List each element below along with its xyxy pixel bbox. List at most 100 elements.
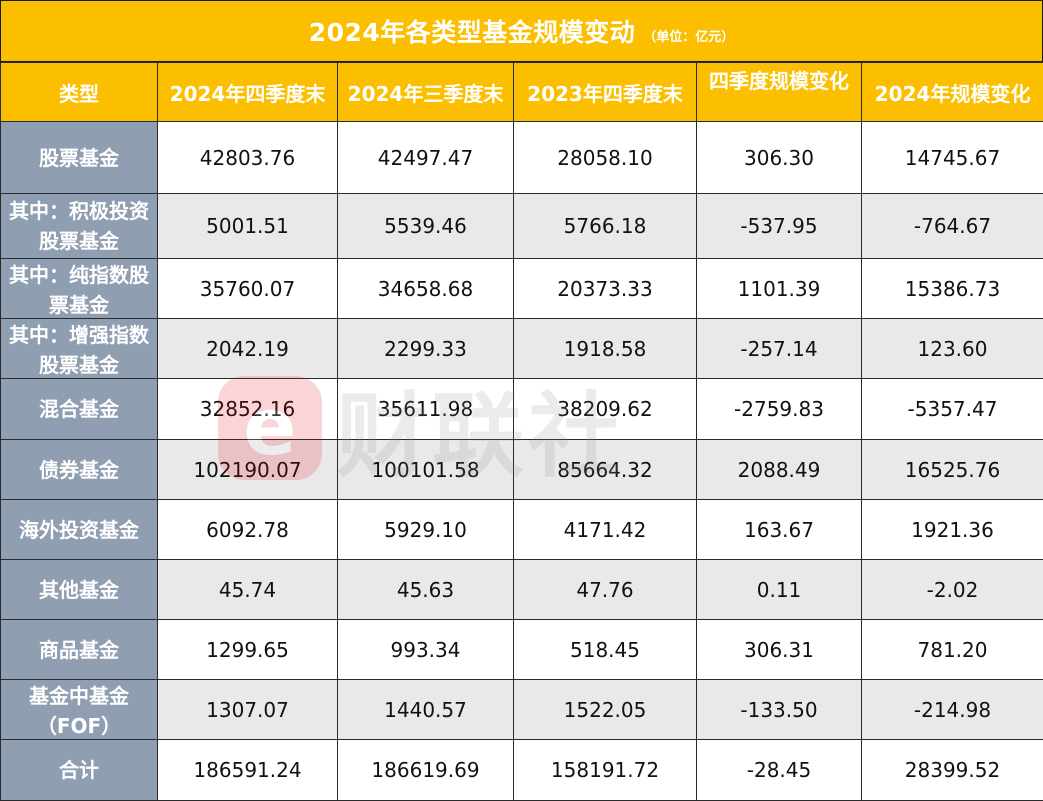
- cell-2024-change: -764.67: [862, 194, 1043, 259]
- table-title: 2024年各类型基金规模变动: [309, 13, 636, 49]
- header-type: 类型: [1, 63, 158, 122]
- cell-2023q4: 4171.42: [514, 500, 697, 560]
- cell-2024q4: 1299.65: [158, 620, 338, 680]
- cell-2024q4: 45.74: [158, 560, 338, 620]
- row-type-cell: 其中：积极投资股票基金: [1, 194, 158, 259]
- cell-q4-change: -2759.83: [697, 379, 862, 440]
- unit-label: （单位：亿元）: [643, 26, 734, 45]
- row-type-label: 混合基金: [1, 394, 157, 424]
- row-type-label: 债券基金: [1, 455, 157, 485]
- cell-2024q3: 2299.33: [338, 319, 514, 379]
- cell-2024q3: 35611.98: [338, 379, 514, 440]
- cell-q4-change: -133.50: [697, 680, 862, 740]
- cell-2024-change: 15386.73: [862, 259, 1043, 319]
- row-type-cell: 商品基金: [1, 620, 158, 680]
- cell-2024q4: 6092.78: [158, 500, 338, 560]
- cell-2024-change: 1921.36: [862, 500, 1043, 560]
- row-type-cell: 股票基金: [1, 122, 158, 194]
- cell-2024q4: 35760.07: [158, 259, 338, 319]
- cell-2024-change: 28399.52: [862, 740, 1043, 801]
- fund-size-table: 类型 2024年四季度末 2024年三季度末 2023年四季度末 四季度规模变化…: [0, 62, 1043, 801]
- cell-2024q4: 42803.76: [158, 122, 338, 194]
- cell-2023q4: 28058.10: [514, 122, 697, 194]
- cell-2024q4: 5001.51: [158, 194, 338, 259]
- cell-2024q3: 5929.10: [338, 500, 514, 560]
- row-type-label: 其中：纯指数股票基金: [1, 260, 157, 318]
- cell-2023q4: 38209.62: [514, 379, 697, 440]
- row-type-label: 其中：积极投资股票基金: [1, 196, 157, 256]
- cell-2024q3: 100101.58: [338, 440, 514, 500]
- cell-2024-change: -214.98: [862, 680, 1043, 740]
- row-type-label: 股票基金: [1, 143, 157, 173]
- cell-2024-change: 781.20: [862, 620, 1043, 680]
- cell-2024-change: 123.60: [862, 319, 1043, 379]
- cell-2024q3: 1440.57: [338, 680, 514, 740]
- header-2024-change: 2024年规模变化: [862, 63, 1043, 122]
- cell-2024q3: 186619.69: [338, 740, 514, 801]
- cell-2023q4: 1918.58: [514, 319, 697, 379]
- cell-2024q4: 102190.07: [158, 440, 338, 500]
- cell-2024q3: 993.34: [338, 620, 514, 680]
- table-title-bar: 2024年各类型基金规模变动 （单位：亿元）: [0, 0, 1043, 62]
- row-type-cell: 合计: [1, 740, 158, 801]
- cell-q4-change: 1101.39: [697, 259, 862, 319]
- cell-2023q4: 20373.33: [514, 259, 697, 319]
- cell-q4-change: 0.11: [697, 560, 862, 620]
- cell-2023q4: 85664.32: [514, 440, 697, 500]
- row-type-cell: 混合基金: [1, 379, 158, 440]
- cell-2024q4: 1307.07: [158, 680, 338, 740]
- row-type-label: 基金中基金（FOF）: [1, 681, 157, 739]
- cell-q4-change: -28.45: [697, 740, 862, 801]
- cell-2024-change: 14745.67: [862, 122, 1043, 194]
- cell-2024-change: -2.02: [862, 560, 1043, 620]
- cell-2024q4: 32852.16: [158, 379, 338, 440]
- row-type-label: 其中：增强指数股票基金: [1, 320, 157, 378]
- cell-q4-change: 163.67: [697, 500, 862, 560]
- row-type-cell: 债券基金: [1, 440, 158, 500]
- header-q4-change-label: 四季度规模变化: [697, 64, 861, 120]
- row-type-cell: 海外投资基金: [1, 500, 158, 560]
- row-type-cell: 其他基金: [1, 560, 158, 620]
- row-type-label: 合计: [1, 755, 157, 785]
- cell-2024-change: -5357.47: [862, 379, 1043, 440]
- row-type-cell: 其中：纯指数股票基金: [1, 259, 158, 319]
- cell-2023q4: 158191.72: [514, 740, 697, 801]
- cell-2023q4: 47.76: [514, 560, 697, 620]
- row-type-label: 海外投资基金: [1, 515, 157, 545]
- cell-2024q4: 186591.24: [158, 740, 338, 801]
- cell-2024q3: 5539.46: [338, 194, 514, 259]
- cell-q4-change: 306.30: [697, 122, 862, 194]
- cell-2024q3: 42497.47: [338, 122, 514, 194]
- header-2023q4: 2023年四季度末: [514, 63, 697, 122]
- cell-2023q4: 518.45: [514, 620, 697, 680]
- cell-2023q4: 1522.05: [514, 680, 697, 740]
- header-q4-change: 四季度规模变化: [697, 63, 862, 122]
- cell-q4-change: -537.95: [697, 194, 862, 259]
- cell-q4-change: 2088.49: [697, 440, 862, 500]
- row-type-cell: 其中：增强指数股票基金: [1, 319, 158, 379]
- header-2024q3: 2024年三季度末: [338, 63, 514, 122]
- row-type-label: 商品基金: [1, 635, 157, 665]
- cell-2023q4: 5766.18: [514, 194, 697, 259]
- cell-2024q3: 45.63: [338, 560, 514, 620]
- header-row: 类型 2024年四季度末 2024年三季度末 2023年四季度末 四季度规模变化…: [1, 63, 1043, 122]
- cell-q4-change: -257.14: [697, 319, 862, 379]
- cell-2024q3: 34658.68: [338, 259, 514, 319]
- cell-2024q4: 2042.19: [158, 319, 338, 379]
- header-2024q4: 2024年四季度末: [158, 63, 338, 122]
- cell-q4-change: 306.31: [697, 620, 862, 680]
- cell-2024-change: 16525.76: [862, 440, 1043, 500]
- row-type-cell: 基金中基金（FOF）: [1, 680, 158, 740]
